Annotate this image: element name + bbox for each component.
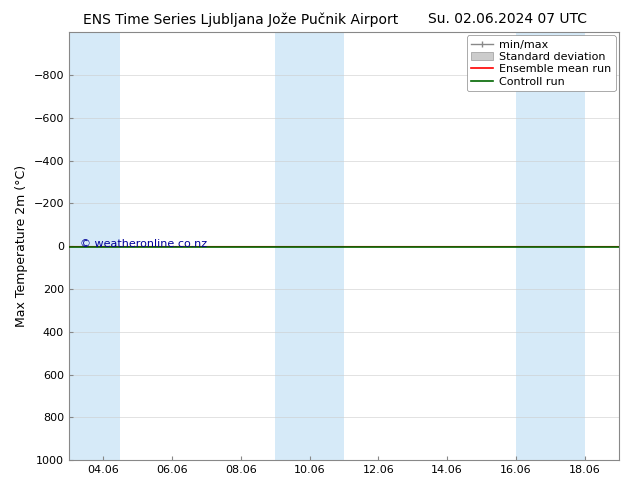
Bar [69,32,120,460]
Legend: min/max, Standard deviation, Ensemble mean run, Controll run: min/max, Standard deviation, Ensemble me… [467,35,616,91]
Text: Su. 02.06.2024 07 UTC: Su. 02.06.2024 07 UTC [428,12,586,26]
Text: © weatheronline.co.nz: © weatheronline.co.nz [80,239,207,249]
Text: ENS Time Series Ljubljana Jože Pučnik Airport: ENS Time Series Ljubljana Jože Pučnik Ai… [83,12,399,27]
Bar [275,32,344,460]
Bar [516,32,585,460]
Y-axis label: Max Temperature 2m (°C): Max Temperature 2m (°C) [15,165,28,327]
